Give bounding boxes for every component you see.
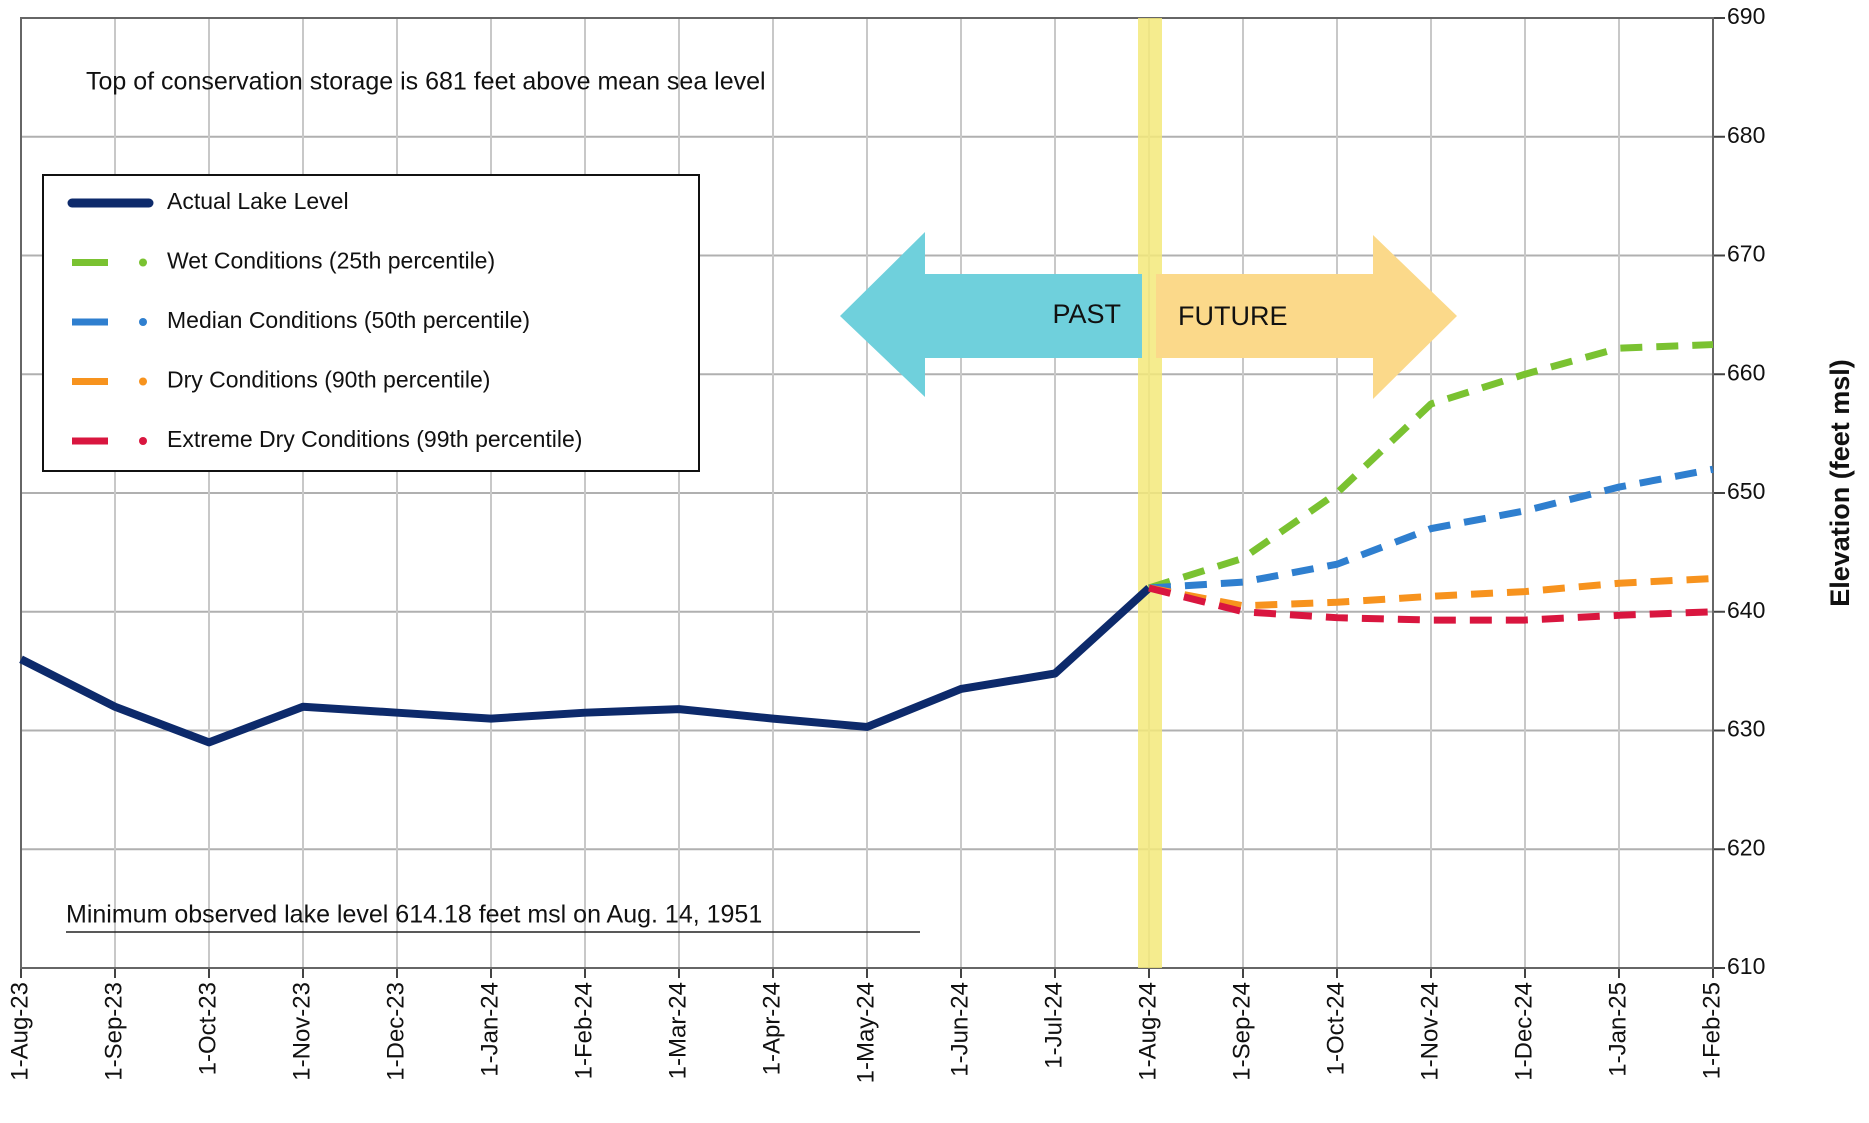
- plot-frame: [20, 17, 1714, 969]
- series-line: [1148, 465, 1714, 592]
- x-tick-label: 1-Jul-24: [1040, 982, 1067, 1069]
- legend-swatch: [139, 437, 147, 445]
- annotation: Minimum observed lake level 614.18 feet …: [66, 901, 762, 929]
- y-tick-label: 680: [1727, 122, 1765, 148]
- legend: Actual Lake Level Wet Conditions (25th pe…: [42, 174, 700, 472]
- legend-label: Extreme Dry Conditions (99th percentile): [167, 426, 582, 452]
- series-line: [19, 585, 1152, 747]
- legend-swatch: [139, 258, 147, 267]
- legend-label: Dry Conditions (90th percentile): [167, 367, 490, 393]
- x-tick-label: 1-Aug-24: [1134, 982, 1161, 1081]
- legend-box: [42, 174, 700, 472]
- legend-swatch: [139, 377, 147, 386]
- x-tick-label: 1-Oct-24: [1322, 982, 1349, 1075]
- x-tick-label: 1-Sep-23: [100, 982, 127, 1081]
- x-tick-label: 1-Nov-23: [288, 982, 315, 1081]
- x-tick-label: 1-Jan-24: [476, 982, 503, 1077]
- legend-label: Wet Conditions (25th percentile): [167, 248, 495, 274]
- x-tick-label: 1-Jun-24: [946, 982, 973, 1077]
- x-tick-label: 1-Aug-23: [6, 982, 33, 1081]
- legend-label: Actual Lake Level: [167, 188, 349, 214]
- x-tick-label: 1-Dec-23: [382, 982, 409, 1081]
- legend-swatch: [139, 318, 147, 326]
- past-label: PAST: [1052, 299, 1121, 329]
- x-tick-label: 1-Nov-24: [1416, 982, 1443, 1081]
- today-band: [1138, 18, 1162, 968]
- y-tick-label: 640: [1727, 597, 1765, 623]
- x-tick-label: 1-May-24: [852, 982, 879, 1083]
- past-arrow: [840, 232, 1142, 397]
- lines: [19, 341, 1714, 747]
- y-tick-label: 630: [1727, 716, 1765, 742]
- annotation: Top of conservation storage is 681 feet …: [86, 68, 766, 96]
- legend-label: Median Conditions (50th percentile): [167, 307, 530, 333]
- x-tick-label: 1-Sep-24: [1228, 982, 1255, 1081]
- x-tick-label: 1-Apr-24: [758, 982, 785, 1075]
- x-tick-label: 1-Feb-25: [1698, 982, 1725, 1079]
- y-axis-label: Elevation (feet msl): [1825, 359, 1855, 607]
- x-tick-label: 1-Mar-24: [664, 982, 691, 1079]
- y-tick-label: 650: [1727, 478, 1765, 504]
- x-tick-label: 1-Jan-25: [1604, 982, 1631, 1077]
- series-line: [1148, 575, 1714, 610]
- future-arrow: [1156, 235, 1457, 399]
- x-tick-label: 1-Dec-24: [1510, 982, 1537, 1081]
- y-tick-label: 610: [1727, 953, 1765, 979]
- y-tick-label: 690: [1727, 3, 1765, 29]
- x-tick-label: 1-Oct-23: [194, 982, 221, 1075]
- future-label: FUTURE: [1178, 301, 1288, 331]
- y-tick-label: 620: [1727, 834, 1765, 860]
- series-line: [1147, 341, 1714, 592]
- x-tick-label: 1-Feb-24: [570, 982, 597, 1079]
- y-tick-label: 670: [1727, 241, 1765, 267]
- y-tick-label: 660: [1727, 359, 1765, 385]
- series-line: [1148, 584, 1714, 624]
